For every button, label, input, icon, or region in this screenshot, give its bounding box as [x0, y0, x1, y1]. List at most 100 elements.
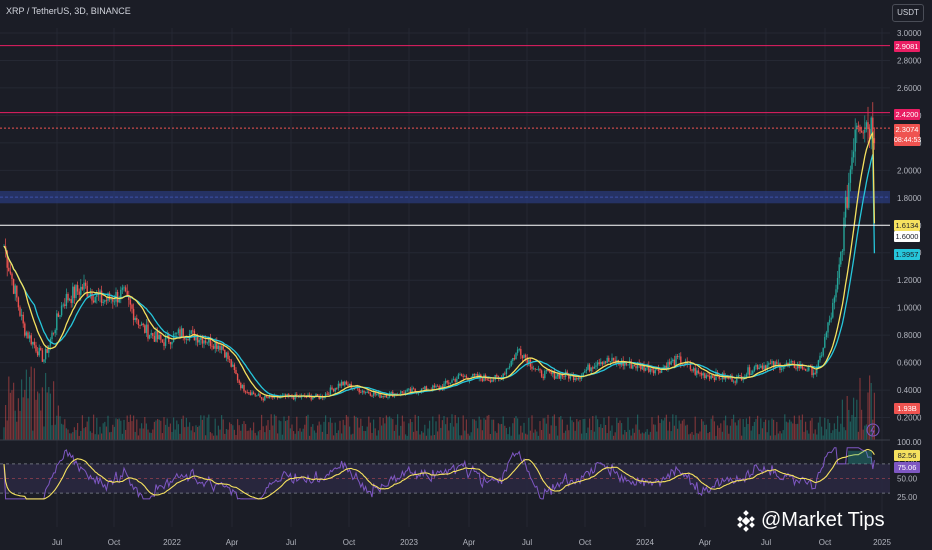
candle-body: [643, 364, 645, 371]
candle-body: [537, 368, 540, 370]
candle-body: [163, 342, 165, 346]
volume-bar: [717, 425, 719, 440]
volume-bar: [760, 418, 762, 440]
volume-bar: [654, 424, 656, 440]
volume-bar: [504, 425, 506, 440]
x-tick-label: Oct: [343, 538, 356, 547]
candle-body: [196, 336, 199, 343]
volume-bar: [872, 419, 874, 440]
volume-bar: [192, 426, 194, 440]
candle-body: [6, 251, 8, 268]
volume-bar: [641, 432, 643, 440]
candle-body: [454, 379, 456, 382]
volume-bar: [102, 423, 104, 440]
candle-body: [164, 336, 167, 346]
candle-body: [563, 376, 565, 378]
volume-bar: [456, 423, 458, 440]
volume-bar: [537, 435, 539, 440]
volume-bar: [862, 429, 864, 440]
candle-body: [870, 117, 872, 140]
volume-bar: [142, 428, 144, 440]
volume-bar: [49, 393, 51, 440]
volume-bar: [582, 418, 584, 440]
volume-bar: [581, 433, 583, 440]
volume-bar: [678, 420, 680, 440]
volume-bar: [601, 427, 603, 440]
candle-body: [73, 286, 76, 298]
volume-bar: [729, 425, 731, 440]
volume-bar: [507, 434, 509, 440]
candle-body: [718, 375, 720, 379]
candle-body: [531, 366, 533, 369]
candle-body: [755, 365, 757, 367]
volume-bar: [813, 433, 815, 440]
candle-body: [862, 132, 864, 134]
candle-body: [222, 346, 224, 350]
candle-body: [752, 370, 754, 374]
candle-body: [451, 380, 453, 383]
candle-body: [150, 332, 152, 335]
candle-body: [340, 381, 343, 386]
candle-body: [424, 386, 426, 390]
volume-bar: [672, 414, 674, 440]
volume-bar: [750, 430, 752, 440]
candle-body: [521, 355, 524, 359]
candle-body: [654, 369, 656, 374]
volume-bar: [857, 431, 859, 440]
volume-bar: [462, 415, 464, 440]
candle-body: [579, 377, 581, 379]
volume-bar: [832, 430, 834, 440]
volume-bar: [336, 432, 338, 440]
volume-bar: [673, 425, 675, 440]
candle-body: [91, 292, 93, 301]
candle-body: [462, 376, 464, 378]
candle-body: [849, 169, 852, 183]
volume-bar: [446, 417, 448, 440]
candle-body: [609, 361, 612, 363]
volume-bar: [344, 425, 346, 440]
volume-bar: [721, 431, 723, 440]
volume-bar: [737, 420, 739, 440]
volume-bar: [317, 425, 319, 440]
candle-body: [329, 387, 332, 395]
volume-bar: [499, 424, 501, 440]
currency-button[interactable]: USDT: [892, 4, 924, 22]
candle-body: [632, 365, 634, 369]
volume-bar: [856, 399, 858, 440]
volume-bar: [120, 420, 122, 440]
candle-body: [857, 125, 860, 127]
candle-body: [256, 395, 258, 397]
candle-body: [41, 350, 44, 362]
volume-bar: [656, 431, 658, 440]
rsi-tick-label: 50.00: [897, 475, 918, 484]
candle-body: [123, 287, 125, 289]
volume-bar: [659, 423, 661, 440]
volume-bar: [773, 419, 775, 440]
volume-bar: [512, 423, 514, 440]
candle-body: [363, 390, 365, 393]
badge-level: 1.6000: [894, 231, 920, 242]
volume-bar: [211, 433, 213, 440]
candle-body: [840, 251, 842, 265]
volume-bar: [475, 420, 477, 440]
volume-bar: [325, 415, 327, 440]
volume-bar: [600, 424, 602, 440]
volume-bar: [259, 430, 261, 440]
candle-body: [160, 334, 162, 340]
candle-body: [558, 373, 560, 379]
candle-body: [112, 299, 114, 302]
candle-body: [625, 362, 628, 365]
volume-bar: [657, 415, 659, 440]
volume-bar: [437, 431, 439, 440]
volume-bar: [745, 418, 747, 440]
candle-body: [235, 369, 237, 375]
volume-bar: [94, 434, 96, 440]
volume-bar: [728, 433, 730, 440]
volume-bar: [91, 432, 93, 440]
candle-body: [296, 394, 298, 397]
volume-bar: [758, 434, 760, 440]
watermark-text: @Market Tips: [761, 509, 885, 531]
candle-body: [835, 289, 837, 298]
x-tick-label: Apr: [226, 538, 239, 547]
